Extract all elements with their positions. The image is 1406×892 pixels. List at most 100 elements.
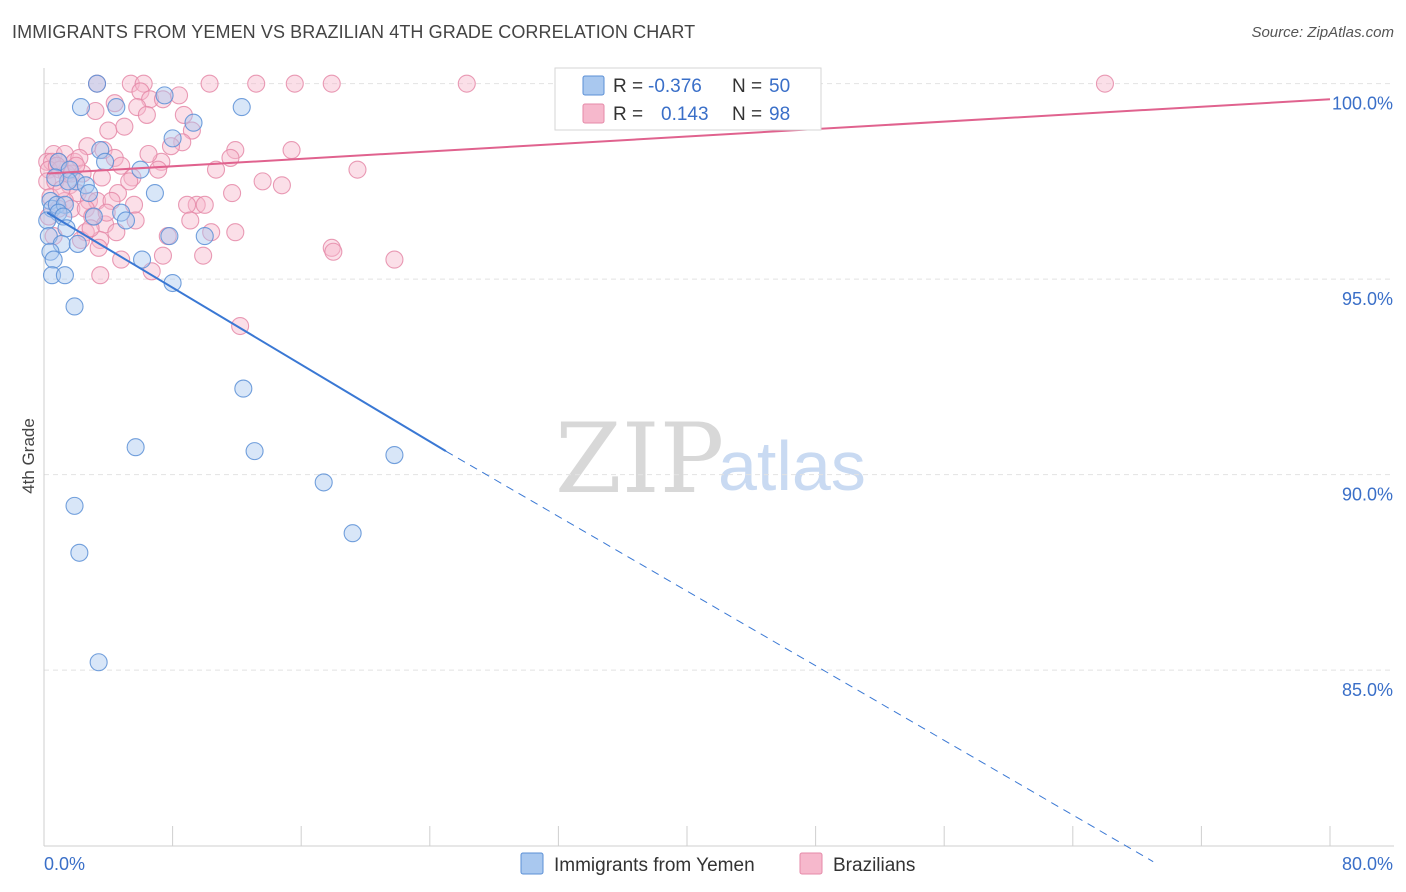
yemen-point-7 (91, 141, 110, 160)
legend-n-label-yemen: N = (732, 76, 762, 97)
brazil-point-63 (178, 195, 197, 214)
bottom-legend: Immigrants from Yemen Brazilians (520, 852, 915, 876)
brazil-point-1 (121, 74, 140, 93)
yemen-point-24 (38, 211, 57, 230)
brazil-point-80 (194, 246, 213, 265)
brazil-point-68 (181, 211, 200, 230)
yemen-point-39 (126, 438, 145, 457)
legend-r-value-yemen: -0.376 (648, 76, 702, 97)
brazil-point-95 (102, 191, 121, 210)
yemen-point-45 (70, 543, 89, 562)
yemen-point-28 (68, 234, 87, 253)
yemen-point-37 (65, 297, 84, 316)
brazil-point-5 (285, 74, 304, 93)
brazil-point-46 (253, 172, 272, 191)
yemen-point-9 (96, 152, 115, 171)
source-label: Source: ZipAtlas.com (1251, 24, 1394, 41)
yemen-point-6 (184, 113, 203, 132)
yemen-point-47 (46, 168, 65, 187)
y-tick-labels: 85.0% 90.0% 95.0% 100.0% (1332, 94, 1393, 700)
brazil-point-89 (169, 86, 189, 105)
yemen-point-4 (232, 98, 251, 117)
brazil-trend-line (47, 98, 1331, 175)
brazil-point-20 (173, 133, 192, 152)
x-tick-label-min: 0.0% (44, 854, 85, 874)
yemen-point-23 (116, 211, 136, 230)
yemen-point-35 (55, 266, 74, 285)
brazil-point-19 (115, 117, 134, 136)
legend-r-label-brazil: R = (613, 104, 643, 125)
yemen-point-44 (343, 524, 362, 543)
yemen-point-32 (133, 250, 152, 269)
yemen-trend-line-extension (445, 450, 1154, 863)
yemen-point-30 (160, 227, 179, 246)
brazil-point-7 (457, 74, 476, 93)
bottom-legend-label-yemen: Immigrants from Yemen (554, 855, 755, 876)
yemen-points (38, 74, 404, 672)
brazil-point-83 (142, 262, 161, 281)
x-ticks (172, 826, 1331, 846)
brazil-point-44 (92, 168, 111, 187)
brazil-point-37 (206, 160, 226, 179)
bottom-legend-label-brazil: Brazilians (833, 855, 915, 876)
y-tick-label-1: 90.0% (1342, 485, 1393, 505)
brazil-point-13 (128, 98, 147, 117)
brazil-point-9 (131, 82, 150, 101)
brazil-point-70 (107, 223, 126, 242)
y-tick-label-3: 100.0% (1332, 94, 1393, 114)
brazil-point-15 (86, 101, 105, 121)
brazil-point-16 (174, 105, 193, 124)
brazil-point-8 (1095, 74, 1114, 93)
yemen-point-5 (163, 129, 182, 148)
brazil-point-36 (149, 160, 168, 179)
legend-n-value-yemen: 50 (769, 76, 790, 97)
x-tick-label-max: 80.0% (1342, 854, 1393, 874)
yemen-point-0 (87, 74, 107, 93)
brazil-point-81 (385, 250, 404, 269)
yemen-point-31 (195, 227, 214, 246)
brazil-point-73 (226, 223, 245, 242)
yemen-point-48 (79, 184, 99, 203)
legend-r-value-brazil: 0.143 (661, 104, 709, 125)
yemen-point-43 (65, 496, 84, 515)
watermark-zip: ZIP (555, 403, 724, 515)
yemen-point-21 (84, 207, 103, 226)
brazil-point-77 (324, 242, 343, 261)
brazil-point-50 (272, 176, 291, 195)
brazil-point-94 (81, 219, 100, 238)
yemen-point-15 (145, 184, 164, 203)
yemen-point-41 (385, 445, 404, 465)
brazil-point-79 (153, 246, 173, 265)
yemen-point-10 (60, 160, 79, 179)
brazil-point-88 (139, 144, 158, 164)
brazil-point-84 (91, 266, 110, 285)
yemen-point-38 (234, 379, 253, 398)
brazil-point-92 (120, 172, 139, 191)
bottom-legend-swatch-yemen (520, 852, 544, 875)
trend-lines (46, 98, 1331, 863)
y-tick-label-2: 95.0% (1342, 289, 1393, 309)
yemen-point-49 (131, 160, 150, 179)
legend-r-label-yemen: R = (613, 76, 643, 97)
legend-n-value-brazil: 98 (769, 104, 790, 125)
grid-lines (44, 83, 1394, 671)
brazil-point-4 (247, 74, 266, 93)
legend-n-label-brazil: N = (732, 104, 762, 125)
yemen-point-34 (42, 266, 62, 285)
brazil-point-14 (137, 105, 156, 124)
brazil-point-38 (348, 160, 367, 179)
brazil-point-6 (322, 74, 341, 93)
yemen-trend-line (46, 211, 447, 452)
yemen-point-33 (44, 250, 63, 269)
chart-title: IMMIGRANTS FROM YEMEN VS BRAZILIAN 4TH G… (12, 22, 696, 42)
yemen-point-46 (89, 653, 108, 672)
brazil-point-25 (282, 141, 301, 160)
yemen-point-3 (155, 86, 174, 105)
legend-swatch-brazil (582, 103, 605, 124)
legend-box: R = -0.376 N = 50 R = 0.143 N = 98 (554, 67, 822, 131)
bottom-legend-swatch-brazil (799, 852, 823, 875)
yemen-point-1 (71, 98, 91, 117)
watermark-atlas: atlas (718, 427, 866, 505)
y-tick-label-0: 85.0% (1342, 680, 1393, 700)
